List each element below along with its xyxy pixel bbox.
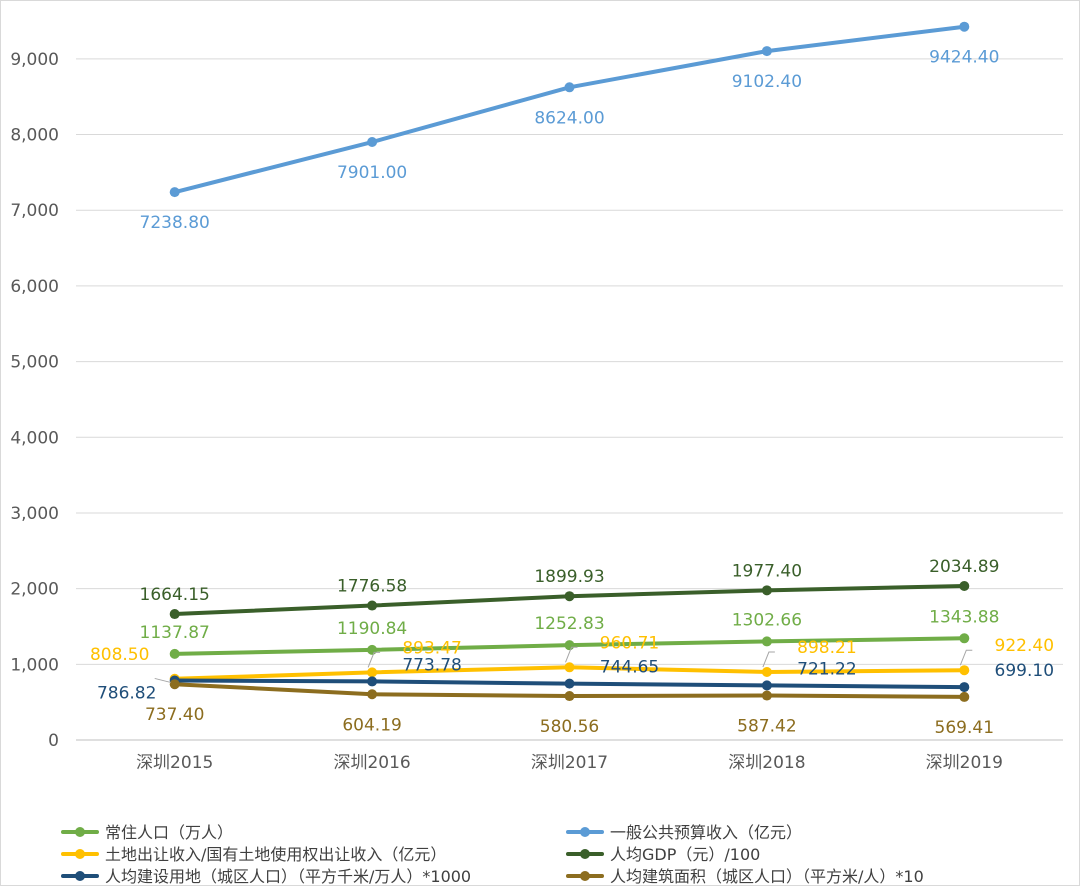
data-point [564, 591, 575, 602]
label-leader-line [959, 649, 973, 666]
y-tick-label: 6,000 [10, 277, 59, 297]
data-label: 898.21 [797, 638, 856, 658]
data-point [761, 46, 772, 57]
data-label: 604.19 [342, 715, 401, 735]
data-label: 786.82 [97, 683, 156, 703]
data-label: 893.47 [402, 638, 461, 658]
data-point [959, 682, 970, 693]
legend-swatch-marker [75, 827, 85, 837]
data-label: 1977.40 [732, 561, 802, 581]
gridlines [76, 58, 1063, 741]
legend-swatch-marker [580, 827, 590, 837]
data-point [564, 678, 575, 689]
data-label: 1252.83 [534, 614, 604, 634]
data-label: 7901.00 [337, 163, 407, 183]
data-point [761, 690, 772, 701]
data-label: 9102.40 [732, 72, 802, 92]
data-point [761, 585, 772, 596]
data-label: 1137.87 [140, 623, 210, 643]
data-label: 737.40 [145, 705, 204, 725]
legend-label: 人均建筑面积（城区人口）（平方米/人）*10 [610, 867, 924, 885]
data-point [367, 600, 378, 611]
x-tick-label: 深圳2017 [531, 753, 608, 773]
y-tick-label: 0 [48, 731, 59, 751]
x-tick-label: 深圳2018 [728, 753, 805, 773]
label-leader-line [762, 651, 775, 668]
data-point [959, 633, 970, 644]
data-point [761, 667, 772, 678]
y-tick-label: 5,000 [10, 353, 59, 373]
data-point [367, 644, 378, 655]
data-label: 922.40 [995, 636, 1054, 656]
data-label: 721.22 [797, 659, 856, 679]
y-tick-label: 3,000 [10, 504, 59, 524]
data-label: 580.56 [540, 717, 599, 737]
data-label: 1664.15 [140, 585, 210, 605]
y-axis-ticks: 0 1,000 2,000 3,000 4,000 5,000 6,000 7,000 8,00… [10, 50, 59, 751]
x-tick-label: 深圳2015 [136, 753, 213, 773]
data-point [169, 679, 180, 690]
legend-label: 常住人口（万人） [105, 823, 233, 842]
data-point [367, 676, 378, 687]
legend-swatch-marker [580, 871, 590, 881]
legend-label: 土地出让收入/国有土地使用权出让收入（亿元） [105, 845, 446, 864]
data-point [761, 636, 772, 647]
data-point [959, 691, 970, 702]
y-tick-label: 7,000 [10, 201, 59, 221]
data-point [367, 137, 378, 148]
data-point [169, 648, 180, 659]
data-label: 773.78 [402, 655, 461, 675]
data-point [959, 580, 970, 591]
data-point [564, 82, 575, 93]
data-labels: 1137.87 1190.84 1252.83 1302.66 1343.88 7238.… [90, 48, 1054, 738]
series-lines [169, 21, 970, 702]
data-label: 2034.89 [929, 557, 999, 577]
data-label: 960.71 [600, 633, 659, 653]
x-tick-label: 深圳2016 [333, 753, 410, 773]
legend-swatch-marker [580, 849, 590, 859]
y-tick-label: 1,000 [10, 655, 59, 675]
data-label: 587.42 [737, 717, 796, 737]
x-tick-label: 深圳2019 [926, 753, 1003, 773]
data-label: 1302.66 [732, 610, 802, 630]
data-label: 7238.80 [140, 213, 210, 233]
data-point [761, 680, 772, 691]
legend-swatch-marker [75, 871, 85, 881]
data-label: 9424.40 [929, 48, 999, 68]
data-point [367, 689, 378, 700]
data-label: 8624.00 [534, 108, 604, 128]
data-label: 744.65 [600, 658, 659, 678]
data-point [367, 667, 378, 678]
y-tick-label: 8,000 [10, 126, 59, 146]
y-tick-label: 9,000 [10, 50, 59, 70]
data-point [564, 662, 575, 673]
data-label: 1343.88 [929, 607, 999, 627]
label-leader-line [154, 677, 171, 683]
legend: 常住人口（万人） 一般公共预算收入（亿元） 土地出让收入/国有土地使用权出让收入（亿… [61, 823, 924, 885]
label-leader-line [565, 646, 578, 663]
label-leader-line [367, 651, 381, 668]
data-point [959, 665, 970, 676]
x-axis-ticks: 深圳2015 深圳2016 深圳2017 深圳2018 深圳2019 [136, 753, 1003, 773]
data-point [959, 21, 970, 32]
data-label: 1776.58 [337, 577, 407, 597]
legend-label: 一般公共预算收入（亿元） [610, 823, 802, 842]
data-point [169, 187, 180, 198]
y-tick-label: 2,000 [10, 580, 59, 600]
data-label: 699.10 [995, 661, 1054, 681]
data-point [169, 609, 180, 620]
data-label: 1190.84 [337, 619, 407, 639]
data-point [564, 691, 575, 702]
data-label: 1899.93 [534, 567, 604, 587]
data-label: 569.41 [935, 718, 994, 738]
legend-swatch-marker [75, 849, 85, 859]
data-point [564, 640, 575, 651]
data-label: 808.50 [90, 645, 149, 665]
y-tick-label: 4,000 [10, 428, 59, 448]
legend-label: 人均GDP（元）/100 [610, 845, 760, 864]
legend-label: 人均建设用地（城区人口）（平方千米/万人）*1000 [105, 867, 471, 885]
